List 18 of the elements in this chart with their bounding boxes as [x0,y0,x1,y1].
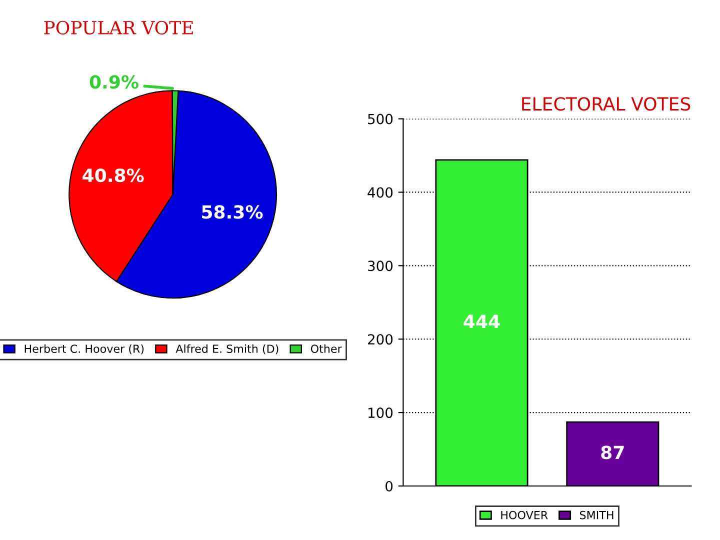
y-tick-label: 200 [368,334,393,345]
y-tick-label: 100 [368,408,393,418]
y-tick-label: 300 [368,260,393,272]
data-label: 444 [464,314,500,328]
legend-label: Other [310,344,342,353]
legend-label: SMITH [580,510,614,520]
data-label: 87 [601,446,624,460]
legend-label: HOOVER [501,510,548,520]
legend-label: Alfred E. Smith (D) [176,344,278,354]
y-tick-label: 500 [368,114,393,124]
chart-title: POPULAR VOTE [44,20,193,34]
y-tick-label: 0 [386,480,393,492]
y-tick-label: 400 [368,187,393,198]
chart-title: ELECTORAL VOTES [522,97,690,111]
data-label: 58.3% [202,205,263,219]
data-label: 40.8% [82,168,144,182]
legend-label: Herbert C. Hoover (R) [24,344,144,354]
data-label: 0.9% [90,75,138,89]
